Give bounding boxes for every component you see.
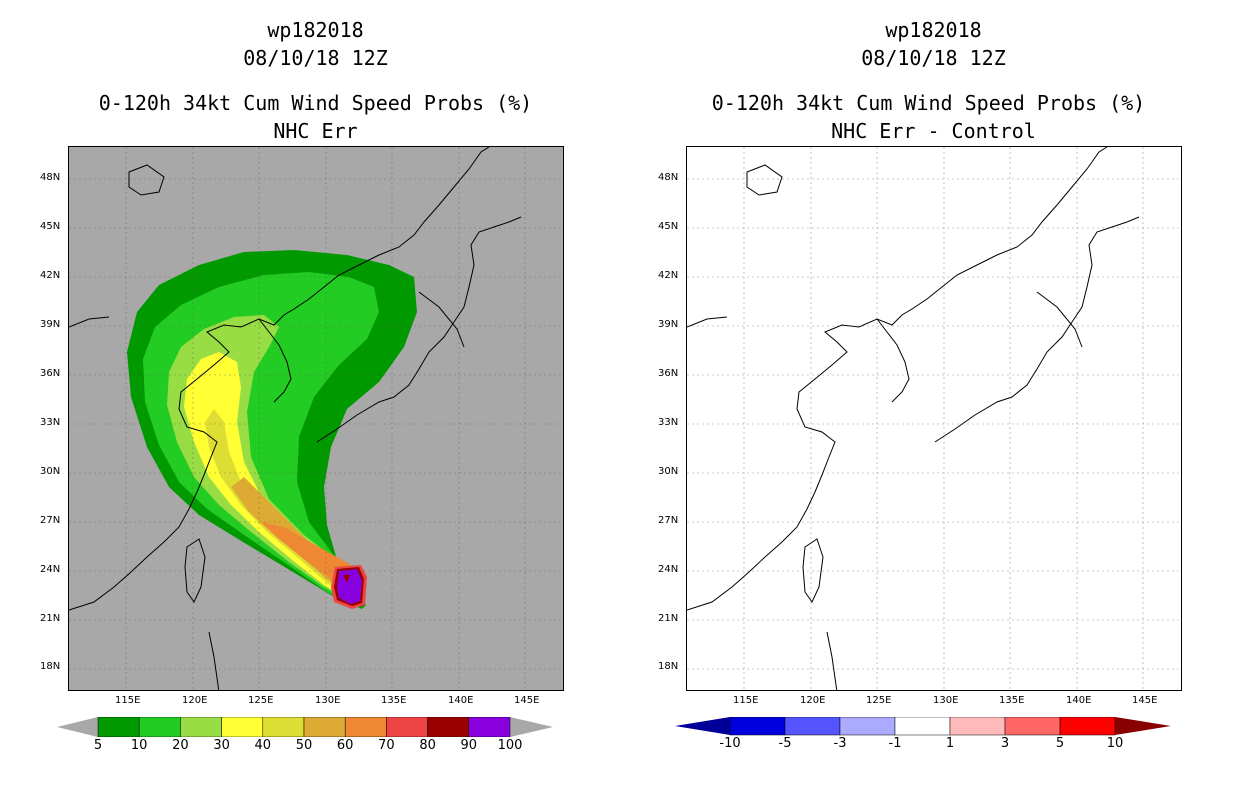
colorbar-end-low [57, 717, 98, 737]
left-lat-label: 36N [40, 368, 61, 379]
colorbar-label: -10 [719, 736, 741, 751]
colorbar-label: 90 [460, 738, 478, 753]
left-lat-label: 39N [40, 319, 61, 330]
colorbar-label: 10 [130, 738, 148, 753]
colorbar-label: 50 [295, 738, 313, 753]
colorbar-end-high [510, 717, 553, 737]
right-lat-label: 27N [658, 515, 679, 526]
right-lon-label: 120E [800, 695, 826, 706]
colorbar-label: 30 [213, 738, 230, 753]
left-title-product: 0-120h 34kt Cum Wind Speed Probs (%) [98, 91, 533, 115]
colorbar-end-low [675, 717, 730, 735]
left-lon-label: 130E [315, 695, 341, 706]
colorbar-swatch [1059, 717, 1116, 736]
left-title-time: 08/10/18 12Z [243, 46, 388, 70]
left-lat-label: 30N [40, 466, 61, 477]
right-lat-label: 30N [658, 466, 679, 477]
colorbar-label: -1 [888, 736, 902, 751]
colorbar-swatch [949, 717, 1006, 736]
right-lat-label: 18N [658, 661, 679, 672]
colorbar-swatch [894, 717, 951, 736]
left-lat-label: 48N [40, 172, 61, 183]
right-map-svg [687, 147, 1181, 690]
colorbar-swatch [303, 717, 346, 737]
right-colorbar [675, 717, 1171, 736]
coastlines [687, 147, 1140, 690]
left-colorbar [57, 717, 553, 737]
swath-30 [184, 352, 361, 599]
colorbar-swatch [344, 717, 387, 737]
colorbar-label: 20 [172, 738, 189, 753]
left-lat-label: 21N [40, 613, 61, 624]
right-lat-label: 42N [658, 270, 679, 281]
colorbar-label: 5 [93, 738, 103, 753]
gridlines [687, 147, 1181, 690]
left-map-svg [69, 147, 563, 690]
left-lat-label: 27N [40, 515, 61, 526]
left-lat-label: 42N [40, 270, 61, 281]
swath-90 [337, 569, 362, 604]
colorbar-swatch [97, 717, 140, 737]
left-map-panel [68, 146, 564, 691]
right-lat-label: 21N [658, 613, 679, 624]
right-lon-label: 135E [999, 695, 1025, 706]
colorbar-label: 70 [378, 738, 395, 753]
colorbar-swatch [784, 717, 841, 736]
left-lon-label: 140E [448, 695, 474, 706]
left-lon-label: 125E [248, 695, 274, 706]
colorbar-label: 1 [945, 736, 955, 751]
colorbar-label: 100 [497, 738, 523, 753]
right-lat-label: 39N [658, 319, 679, 330]
colorbar-swatch [427, 717, 470, 737]
probability-swath [127, 250, 417, 609]
colorbar-swatch [729, 717, 786, 736]
colorbar-swatch [180, 717, 222, 737]
left-lat-label: 18N [40, 661, 61, 672]
colorbar-swatch [1004, 717, 1061, 736]
right-lon-label: 140E [1066, 695, 1092, 706]
colorbar-swatch [138, 717, 181, 737]
colorbar-label: -3 [833, 736, 847, 751]
gridlines [69, 147, 563, 690]
left-title-storm: wp182018 [267, 18, 364, 42]
left-lat-label: 45N [40, 221, 61, 232]
colorbar-label: 60 [336, 738, 354, 753]
right-lat-label: 45N [658, 221, 679, 232]
colorbar-swatch [221, 717, 264, 737]
right-lon-label: 130E [933, 695, 959, 706]
right-title-time: 08/10/18 12Z [861, 46, 1006, 70]
colorbar-label: 10 [1106, 736, 1124, 751]
right-lon-label: 145E [1132, 695, 1158, 706]
colorbar-label: 3 [1000, 736, 1010, 751]
storm-center-marker [343, 575, 350, 583]
colorbar-label: 40 [254, 738, 272, 753]
left-lon-label: 120E [182, 695, 208, 706]
right-title-product: 0-120h 34kt Cum Wind Speed Probs (%) [711, 91, 1146, 115]
colorbar-swatch [839, 717, 896, 736]
right-lat-label: 36N [658, 368, 679, 379]
right-lat-label: 33N [658, 417, 679, 428]
left-lat-label: 33N [40, 417, 61, 428]
left-title-sub: NHC Err [273, 119, 358, 143]
colorbar-end-high [1115, 717, 1171, 735]
right-lon-label: 115E [733, 695, 759, 706]
colorbar-swatch [468, 717, 511, 737]
left-lat-label: 24N [40, 564, 61, 575]
colorbar-label: 80 [419, 738, 436, 753]
right-title-storm: wp182018 [885, 18, 982, 42]
right-lat-label: 48N [658, 172, 679, 183]
left-lon-label: 145E [514, 695, 540, 706]
colorbar-swatch [262, 717, 305, 737]
left-lon-label: 115E [115, 695, 141, 706]
colorbar-label: -5 [778, 736, 792, 751]
right-title-sub: NHC Err - Control [831, 119, 1036, 143]
colorbar-label: 5 [1055, 736, 1065, 751]
right-map-panel [686, 146, 1182, 691]
left-lon-label: 135E [381, 695, 407, 706]
colorbar-swatch [386, 717, 428, 737]
right-lat-label: 24N [658, 564, 679, 575]
right-lon-label: 125E [866, 695, 892, 706]
